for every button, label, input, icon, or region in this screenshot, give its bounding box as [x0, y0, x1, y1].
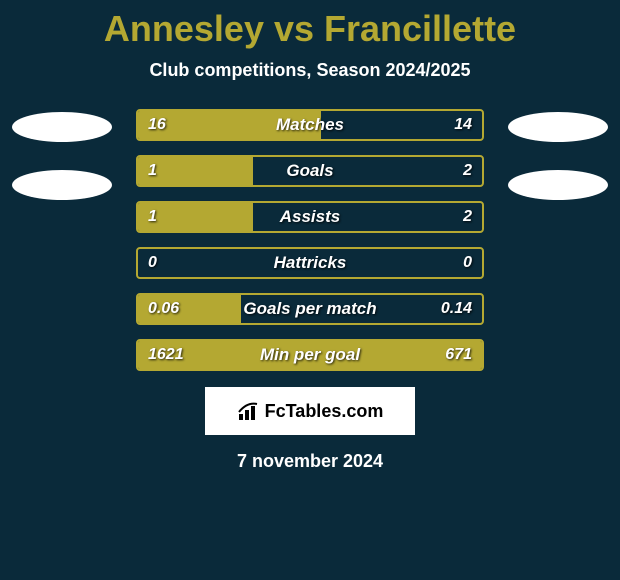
stat-row-assists: 1 Assists 2 — [136, 201, 484, 233]
page-title: Annesley vs Francillette — [0, 0, 620, 50]
comparison-bars: 16 Matches 14 1 Goals 2 1 Assists 2 0 Ha… — [136, 109, 484, 371]
avatar-ellipse — [508, 170, 608, 200]
stat-row-goals: 1 Goals 2 — [136, 155, 484, 187]
stat-value-right: 2 — [463, 203, 472, 231]
avatar-left — [12, 112, 112, 200]
stat-value-right: 0 — [463, 249, 472, 277]
stat-label: Hattricks — [138, 249, 482, 277]
stat-label: Matches — [138, 111, 482, 139]
stat-row-hattricks: 0 Hattricks 0 — [136, 247, 484, 279]
chart-icon — [237, 400, 261, 422]
footer-date: 7 november 2024 — [0, 451, 620, 472]
stat-label: Goals — [138, 157, 482, 185]
page-subtitle: Club competitions, Season 2024/2025 — [0, 60, 620, 81]
avatar-ellipse — [12, 170, 112, 200]
stat-value-right: 0.14 — [441, 295, 472, 323]
stat-row-matches: 16 Matches 14 — [136, 109, 484, 141]
stat-row-min-per-goal: 1621 Min per goal 671 — [136, 339, 484, 371]
stat-label: Goals per match — [138, 295, 482, 323]
avatar-ellipse — [12, 112, 112, 142]
stat-label: Assists — [138, 203, 482, 231]
avatar-right — [508, 112, 608, 200]
stat-value-right: 671 — [445, 341, 472, 369]
stat-row-goals-per-match: 0.06 Goals per match 0.14 — [136, 293, 484, 325]
avatar-ellipse — [508, 112, 608, 142]
stat-label: Min per goal — [138, 341, 482, 369]
stat-value-right: 14 — [454, 111, 472, 139]
stat-value-right: 2 — [463, 157, 472, 185]
branding-badge: FcTables.com — [205, 387, 415, 435]
brand-text: FcTables.com — [265, 401, 384, 422]
